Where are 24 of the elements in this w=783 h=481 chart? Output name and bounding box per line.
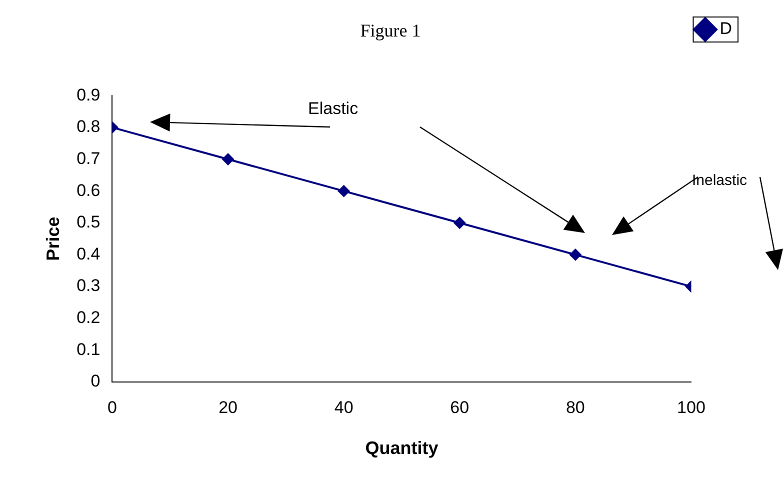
y-tick-label: 0.6 [76,180,100,200]
y-tick-label: 0.3 [76,276,100,296]
text: Inelastic [692,172,748,189]
y-tick-label: 0.5 [76,212,100,232]
x-tick-label: 80 [566,398,585,417]
x-axis-title: Quantity [365,438,438,458]
legend-label: D [720,19,732,38]
chart-title: Figure 1 [360,20,421,41]
annotation: Elastic [308,99,358,119]
y-tick-label: 0.4 [76,244,100,264]
x-tick-label: 100 [677,398,706,417]
x-tick-label: 20 [218,398,238,417]
point [338,185,350,198]
y-tick-label: 0.7 [76,148,100,168]
x-tick-label: 40 [334,398,354,417]
y-tick-label: 0.8 [76,117,100,136]
point [454,216,466,229]
y-axis-title: Price [42,216,63,261]
y-tick-label: 0 [90,372,100,391]
x-tick-label: 0 [108,398,117,417]
y-tick-label: 0.1 [76,340,100,359]
y-tick-label: 0.9 [76,85,100,104]
y-tick-label: 0.2 [76,308,100,328]
x-tick-label: 60 [450,398,470,417]
